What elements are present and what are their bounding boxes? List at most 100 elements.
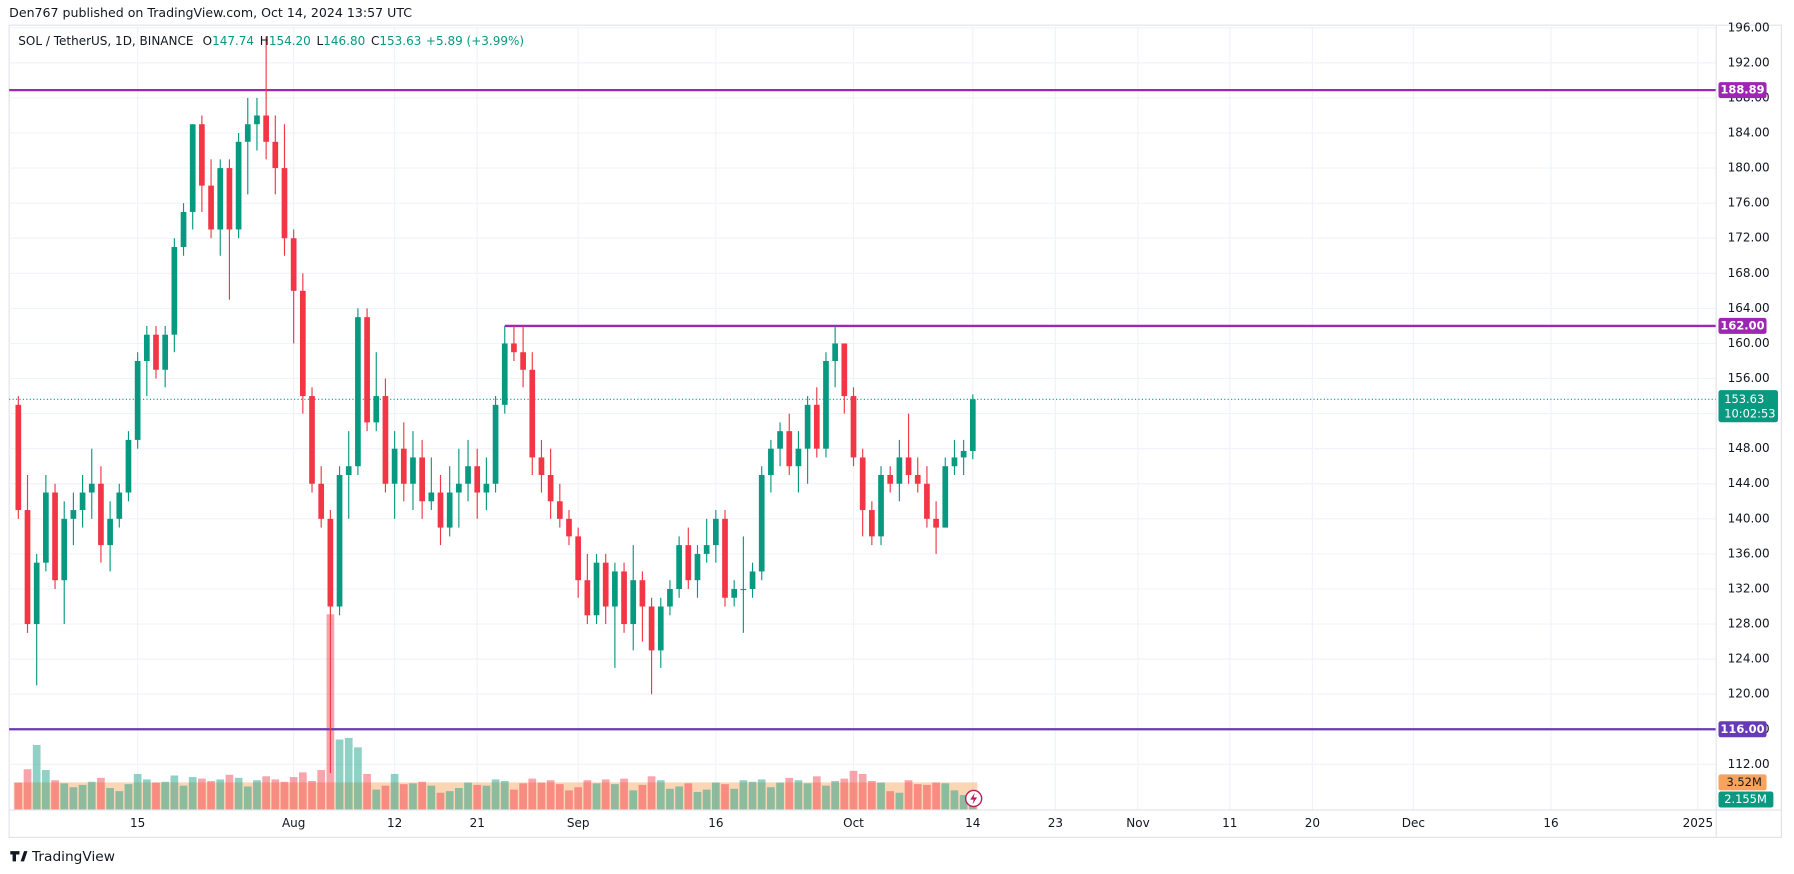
y-tick-label: 176.00 [1728,196,1770,210]
levels [9,88,1717,731]
candle-body [125,439,132,493]
publish-note: Den767 published on TradingView.com, Oct… [9,5,412,20]
candle-body [520,352,526,370]
y-tick-label: 168.00 [1728,266,1770,280]
volume-bar [69,787,78,810]
x-tick-label: Oct [843,816,864,830]
x-tick-label: 11 [1222,816,1237,830]
volume-bar [363,773,371,810]
volume-bar [693,791,702,810]
candle-body [648,606,655,651]
candle-body [217,168,224,230]
candle-body [942,466,949,528]
candle-body [309,396,315,484]
candle-body [960,450,967,458]
candle-body [813,404,820,449]
volume-bar [482,785,491,810]
volume-bar [702,789,711,810]
volume-bar [840,778,849,810]
candle-body [299,290,306,397]
legend-field-prefix: O [203,34,212,48]
candle-body [538,457,545,475]
volume-bar [510,789,518,810]
volume-bar [794,780,803,810]
candle-body [465,466,471,484]
candle-body [382,396,389,484]
volume-bar [418,781,427,810]
candle-body [336,474,343,607]
candle-body [924,483,930,519]
candle-body [15,404,22,511]
candle-body [226,168,233,230]
candle-body [703,545,710,554]
candle-body [630,580,637,625]
candle-body [823,360,829,449]
candle-body [676,545,682,589]
level-tag [1718,721,1767,738]
candle-body [327,518,334,607]
candle-body [364,317,370,423]
volume-bar [216,779,225,810]
volume-bar [721,784,729,810]
volume-ma-label: 3.52M [1726,775,1761,789]
volume-bar [629,790,638,810]
candle-body [373,396,380,423]
candle-body [758,474,765,572]
legend-field-prefix: H [260,34,269,48]
volume-bar [583,780,592,810]
volume-bar [390,773,399,810]
volume-bar [959,795,968,810]
volume-bar [785,777,794,810]
y-tick-label: 136.00 [1728,546,1770,560]
y-tick-label: 196.00 [1728,20,1770,34]
volume-bar [913,784,922,810]
volume-bar [179,785,188,810]
volume-bar [858,773,867,810]
candle-body [116,492,123,519]
volume-bar [748,781,757,810]
volume-bar [152,782,160,810]
volume-bar [234,777,243,810]
volume-bar [877,782,885,810]
candle-body [850,396,857,458]
candle-body [547,474,554,502]
y-tick-label: 120.00 [1728,687,1770,701]
x-tick-label: Sep [567,816,590,830]
x-tick-label: Dec [1402,816,1425,830]
candle-body [501,343,508,405]
candle-body [281,168,288,239]
volume-bar [409,783,417,810]
candle-body [602,562,609,607]
volume-bar [271,779,280,810]
volume-bar [601,779,610,810]
y-tick-label: 184.00 [1728,126,1770,140]
candle-body [428,492,435,502]
candle-body [98,483,104,546]
candle-body [180,211,187,248]
candle-body [804,404,811,449]
volume-bar [225,774,234,810]
volume-bar [491,779,500,810]
candle-body [896,457,903,484]
volume-bar [519,783,527,810]
volume-bar [161,781,170,810]
y-tick-label: 164.00 [1728,301,1770,315]
x-tick-label: Nov [1126,816,1149,830]
y-tick-label: 144.00 [1728,476,1770,490]
volume-bar [372,789,381,810]
candle-body [951,457,958,467]
volume-bar [317,770,326,810]
y-tick-label: 148.00 [1728,441,1770,455]
candle-body [410,457,416,484]
candle-body [905,457,912,475]
volume-bar [427,785,436,810]
volume-bar [528,778,537,810]
chart-frame [8,24,1782,838]
candle-body [685,545,692,581]
candle-body [254,115,260,125]
volume-bar [335,739,344,810]
volume-bar [60,783,69,810]
candle-body [43,492,49,563]
volume-bar [354,747,362,810]
candle-body [355,317,361,467]
